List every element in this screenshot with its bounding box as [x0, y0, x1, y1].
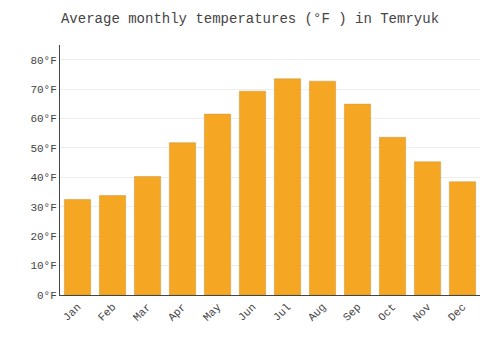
svg-text:Oct: Oct	[376, 301, 398, 323]
svg-text:50°F: 50°F	[30, 143, 56, 155]
svg-text:80°F: 80°F	[30, 55, 56, 67]
svg-text:Jun: Jun	[236, 301, 258, 323]
svg-text:Feb: Feb	[96, 301, 118, 323]
svg-text:Jul: Jul	[271, 301, 293, 323]
svg-text:Aug: Aug	[306, 301, 328, 323]
svg-text:May: May	[201, 301, 224, 324]
svg-text:Mar: Mar	[131, 301, 153, 323]
svg-text:20°F: 20°F	[30, 231, 56, 243]
svg-text:Apr: Apr	[166, 301, 188, 323]
svg-text:Average monthly temperatures (: Average monthly temperatures (°F ) in Te…	[61, 11, 439, 27]
svg-text:Sep: Sep	[341, 301, 363, 323]
svg-text:60°F: 60°F	[30, 113, 56, 125]
svg-text:30°F: 30°F	[30, 202, 56, 214]
svg-text:Dec: Dec	[446, 301, 468, 323]
svg-text:Jan: Jan	[61, 301, 83, 323]
svg-text:10°F: 10°F	[30, 260, 56, 272]
svg-text:40°F: 40°F	[30, 172, 56, 184]
svg-text:70°F: 70°F	[30, 84, 56, 96]
svg-text:Nov: Nov	[411, 301, 434, 324]
svg-text:0°F: 0°F	[37, 290, 57, 302]
